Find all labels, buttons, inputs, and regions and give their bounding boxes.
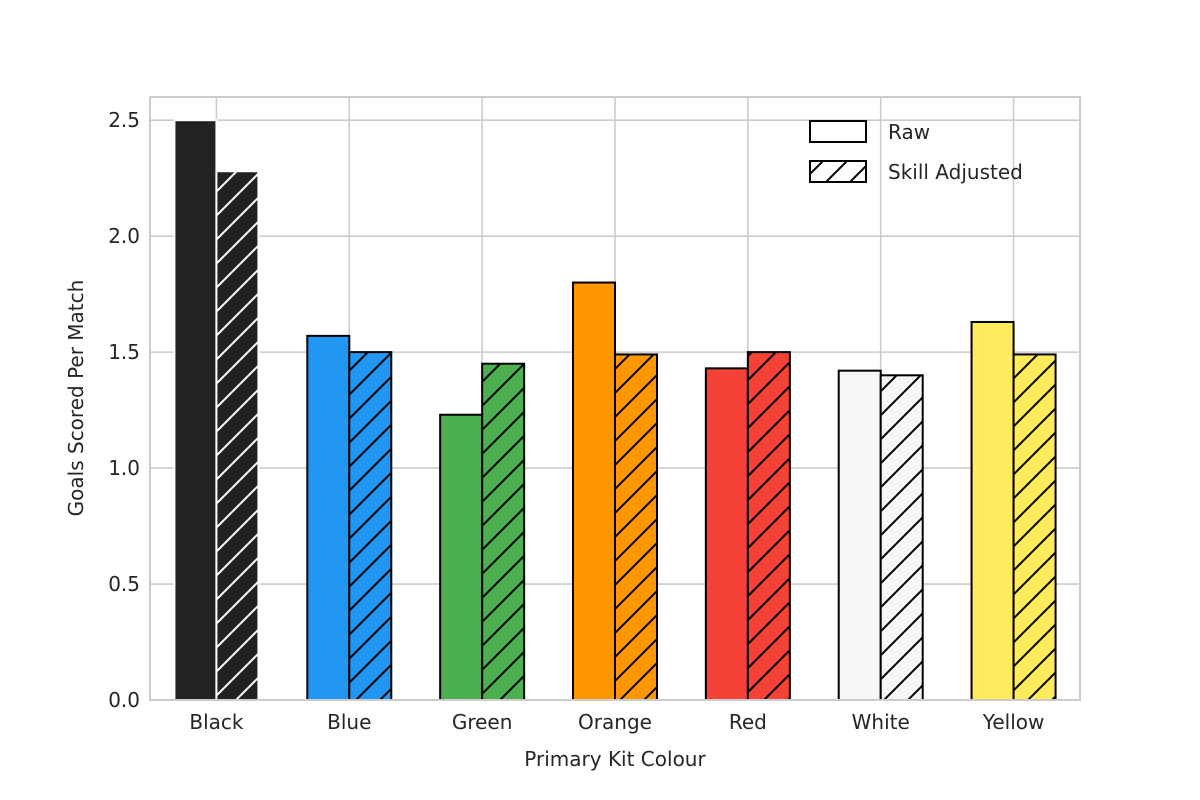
legend: Raw Skill Adjusted bbox=[809, 120, 1023, 184]
bar-yellow-skill-adjusted bbox=[1012, 353, 1057, 701]
y-tick-label: 2.0 bbox=[108, 224, 140, 248]
bar-hatch bbox=[747, 352, 790, 700]
bar-black-raw bbox=[173, 119, 218, 701]
y-tick-label: 1.5 bbox=[108, 340, 140, 364]
plot-frame bbox=[149, 96, 1081, 701]
legend-label: Raw bbox=[888, 120, 930, 144]
bar-fill bbox=[971, 321, 1014, 700]
legend-label: Skill Adjusted bbox=[888, 160, 1023, 184]
bar-hatch bbox=[880, 375, 923, 700]
bar-fill bbox=[705, 368, 748, 700]
y-tick-label: 1.0 bbox=[108, 456, 140, 480]
y-tick-label: 0.5 bbox=[108, 572, 140, 596]
x-tick-label: Blue bbox=[327, 710, 371, 734]
bar-hatch bbox=[482, 363, 525, 700]
x-tick-label: Black bbox=[189, 710, 244, 734]
bar-red-skill-adjusted bbox=[746, 351, 791, 701]
bar-white-skill-adjusted bbox=[879, 374, 924, 701]
bar-hatch bbox=[615, 354, 657, 700]
y-axis-label: Goals Scored Per Match bbox=[64, 280, 88, 517]
bar-hatch bbox=[216, 171, 259, 700]
x-tick-label: Green bbox=[452, 710, 513, 734]
bar-white-raw bbox=[837, 369, 882, 701]
bar-fill bbox=[307, 335, 350, 700]
x-axis-label: Primary Kit Colour bbox=[524, 747, 706, 771]
bar-green-skill-adjusted bbox=[481, 362, 526, 701]
ticks: 0.0 0.5 1.0 1.5 2.0 2.5 Black Blue Green Orange Re… bbox=[108, 108, 1044, 734]
y-tick-label: 0.0 bbox=[108, 688, 140, 712]
legend-swatch-hatch bbox=[810, 161, 866, 182]
bar-hatch bbox=[1013, 354, 1056, 700]
bar-fill bbox=[838, 370, 881, 700]
legend-swatch bbox=[809, 120, 867, 143]
bar-orange-skill-adjusted bbox=[614, 353, 658, 701]
bar-fill bbox=[174, 120, 217, 700]
x-tick-label: Red bbox=[729, 710, 767, 734]
bar-orange-raw bbox=[572, 281, 616, 701]
bar-black-skill-adjusted bbox=[215, 170, 260, 701]
bar-green-raw bbox=[439, 413, 484, 701]
bars bbox=[173, 119, 1057, 701]
bar-fill bbox=[573, 282, 615, 700]
y-tick-label: 2.5 bbox=[108, 108, 140, 132]
bar-yellow-raw bbox=[970, 320, 1015, 701]
bar-hatch bbox=[349, 352, 392, 700]
bar-blue-raw bbox=[306, 334, 351, 701]
x-tick-label: White bbox=[852, 710, 910, 734]
bar-fill bbox=[440, 414, 483, 700]
x-tick-label: Orange bbox=[578, 710, 652, 734]
legend-swatch bbox=[809, 160, 867, 183]
legend-swatch-bg bbox=[810, 121, 866, 142]
bar-red-raw bbox=[704, 367, 749, 701]
bar-blue-skill-adjusted bbox=[348, 351, 393, 701]
x-tick-label: Yellow bbox=[982, 710, 1045, 734]
